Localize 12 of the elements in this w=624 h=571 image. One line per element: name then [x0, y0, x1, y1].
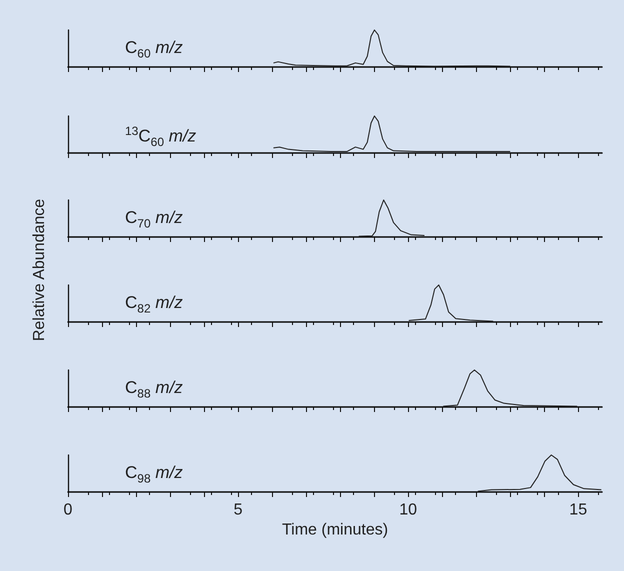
x-tick-label: 15: [569, 502, 588, 518]
text: C$_{70}$ m/z: [125, 208, 183, 230]
text: C$_{98}$ m/z: [125, 463, 183, 486]
x-tick-label: 5: [234, 502, 243, 518]
y-axis-title: Relative Abundance: [31, 198, 49, 342]
x-tick-label: 10: [399, 502, 418, 518]
x-axis-title: Time (minutes): [282, 522, 388, 538]
text: $^{13}$C$_{60}$ m/z: [125, 124, 196, 150]
text: C$_{82}$ m/z: [125, 293, 183, 316]
text: C$_{60}$ m/z: [125, 38, 183, 60]
x-tick-label: 0: [64, 502, 73, 518]
text: C$_{88}$ m/z: [125, 378, 183, 400]
